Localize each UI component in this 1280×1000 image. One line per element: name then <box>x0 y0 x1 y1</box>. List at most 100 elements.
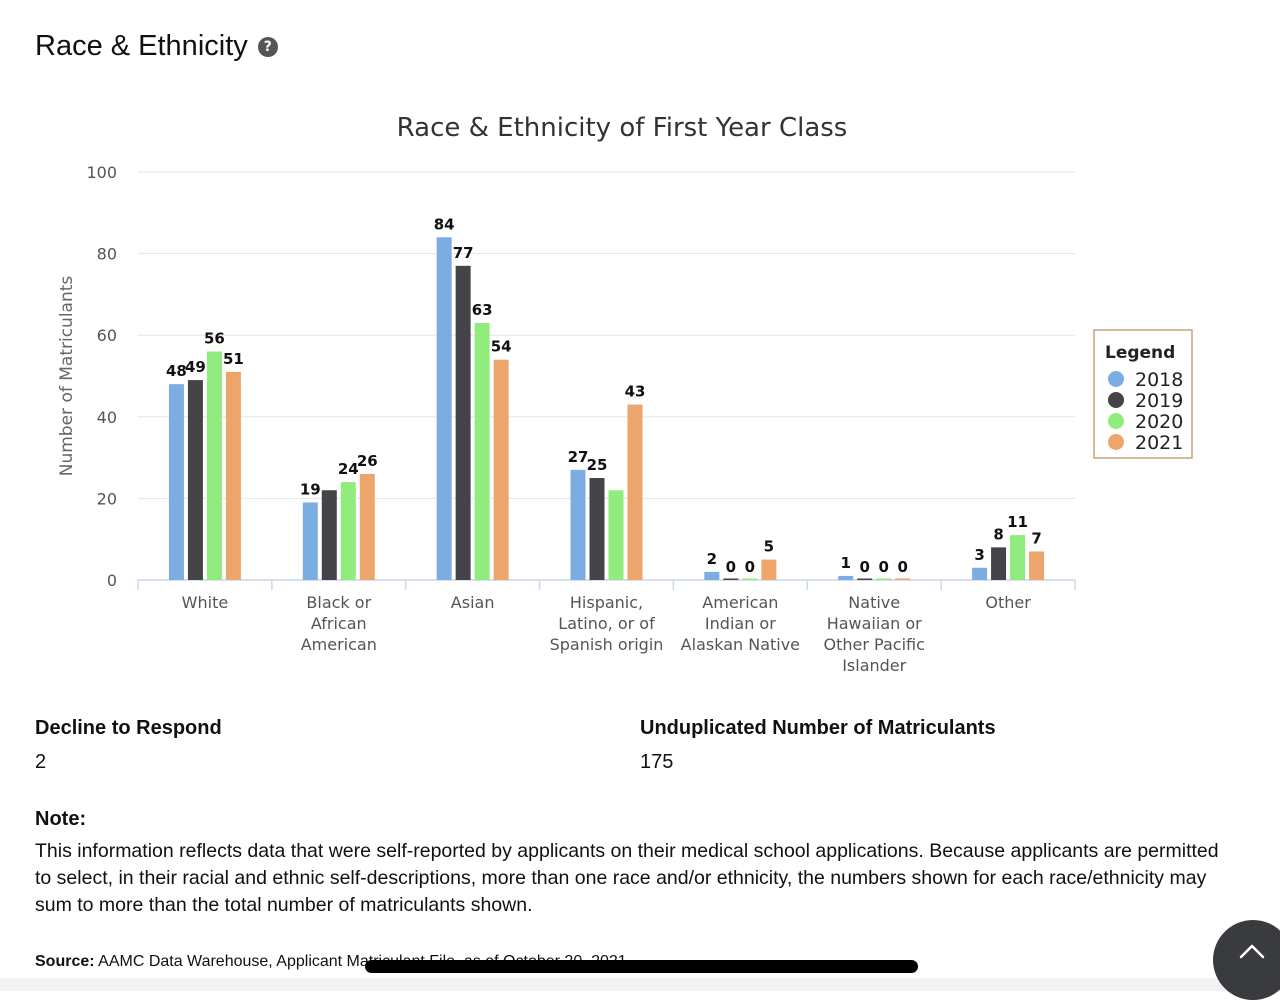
bar-2018 <box>570 469 586 580</box>
bar-2021 <box>359 473 375 580</box>
legend-label-2020: 2020 <box>1135 411 1183 433</box>
data-label: 2 <box>707 550 717 568</box>
y-tick-label: 80 <box>97 245 117 264</box>
bar-2019 <box>723 578 739 580</box>
section-title: Race & Ethnicity ? <box>35 30 278 63</box>
race-ethnicity-chart: Race & Ethnicity of First Year Class0204… <box>57 113 1193 675</box>
data-label: 63 <box>472 301 493 319</box>
bar-2019 <box>455 265 471 580</box>
bar-2020 <box>340 482 356 580</box>
data-label: 48 <box>166 362 187 380</box>
x-category-label: Hispanic, <box>570 593 643 612</box>
legend-label-2019: 2019 <box>1135 390 1183 412</box>
chevron-up-icon <box>1239 944 1265 959</box>
chart-title: Race & Ethnicity of First Year Class <box>397 113 848 143</box>
bar-2018 <box>302 502 318 580</box>
x-category-label: African <box>311 614 367 633</box>
bar-2019 <box>589 478 605 580</box>
bar-2019 <box>321 490 337 580</box>
legend-label-2021: 2021 <box>1135 432 1183 454</box>
y-tick-label: 100 <box>86 163 117 182</box>
question-circle-icon[interactable]: ? <box>257 36 278 57</box>
data-label: 7 <box>1031 529 1041 547</box>
data-label: 27 <box>568 448 589 466</box>
y-tick-label: 0 <box>107 571 117 590</box>
legend-title: Legend <box>1105 343 1175 363</box>
x-category-label: Native <box>848 593 900 612</box>
bar-2019 <box>187 380 203 580</box>
data-label: 24 <box>338 460 359 478</box>
bar-2021 <box>895 578 911 580</box>
data-label: 51 <box>223 350 244 368</box>
bar-2020 <box>876 578 892 580</box>
data-label: 54 <box>491 338 512 356</box>
x-category-label: Latino, or of <box>558 614 655 633</box>
data-label: 26 <box>357 452 378 470</box>
bar-2021 <box>493 359 509 580</box>
note-text: This information reflects data that were… <box>35 840 1219 916</box>
bar-2018 <box>972 567 988 580</box>
bar-2021 <box>627 404 643 580</box>
bar-2019 <box>857 578 873 580</box>
unduplicated-matriculants-label: Unduplicated Number of Matriculants <box>640 717 996 739</box>
decline-to-respond-value: 2 <box>35 751 47 773</box>
legend-marker-2020 <box>1108 413 1124 429</box>
section-title-text: Race & Ethnicity <box>35 30 248 62</box>
y-axis-label: Number of Matriculants <box>57 276 77 477</box>
bar-2019 <box>991 547 1007 580</box>
bar-2021 <box>225 371 241 580</box>
data-label: 56 <box>204 330 225 348</box>
data-label: 77 <box>453 244 474 262</box>
x-category-label: White <box>182 593 229 612</box>
data-label: 0 <box>878 558 888 576</box>
data-label: 49 <box>185 358 206 376</box>
x-category-label: Spanish origin <box>550 635 664 654</box>
bar-2021 <box>761 559 777 580</box>
decline-to-respond-label: Decline to Respond <box>35 717 222 739</box>
scroll-to-top-button[interactable] <box>1213 920 1280 1000</box>
x-category-label: Indian or <box>705 614 776 633</box>
data-label: 0 <box>897 558 907 576</box>
bar-2020 <box>474 322 490 580</box>
data-label: 8 <box>993 525 1003 543</box>
bar-2018 <box>838 575 854 580</box>
bar-2020 <box>1010 535 1026 580</box>
legend-marker-2018 <box>1108 371 1124 387</box>
bar-2018 <box>168 384 184 580</box>
x-category-label: Hawaiian or <box>827 614 922 633</box>
data-label: 11 <box>1007 513 1028 531</box>
data-label: 25 <box>587 456 608 474</box>
note-title: Note: <box>35 808 87 830</box>
data-label: 0 <box>726 558 736 576</box>
data-label: 19 <box>300 480 321 498</box>
data-label: 5 <box>764 538 774 556</box>
bar-2021 <box>1029 551 1045 580</box>
bottom-edge <box>0 978 1280 991</box>
data-label: 84 <box>434 215 455 233</box>
bar-2020 <box>742 578 758 580</box>
legend-marker-2021 <box>1108 434 1124 450</box>
x-category-label: American <box>301 635 377 654</box>
x-category-label: Asian <box>451 593 495 612</box>
legend-label-2018: 2018 <box>1135 369 1183 391</box>
redaction-bar <box>365 960 918 973</box>
bar-2020 <box>206 351 222 580</box>
data-label: 3 <box>974 546 984 564</box>
data-label: 0 <box>859 558 869 576</box>
x-category-label: Other Pacific <box>824 635 925 654</box>
x-category-label: Islander <box>842 656 906 675</box>
bar-2018 <box>436 237 452 580</box>
x-category-label: Black or <box>306 593 371 612</box>
x-category-label: Other <box>985 593 1031 612</box>
x-category-label: American <box>702 593 778 612</box>
source-label: Source: <box>35 953 95 970</box>
y-tick-label: 40 <box>97 408 117 427</box>
unduplicated-matriculants-value: 175 <box>640 751 674 773</box>
bar-2020 <box>608 490 624 580</box>
y-tick-label: 20 <box>97 489 117 508</box>
data-label: 0 <box>745 558 755 576</box>
data-label: 1 <box>840 554 850 572</box>
data-label: 43 <box>625 383 646 401</box>
legend-marker-2019 <box>1108 392 1124 408</box>
y-tick-label: 60 <box>97 326 117 345</box>
